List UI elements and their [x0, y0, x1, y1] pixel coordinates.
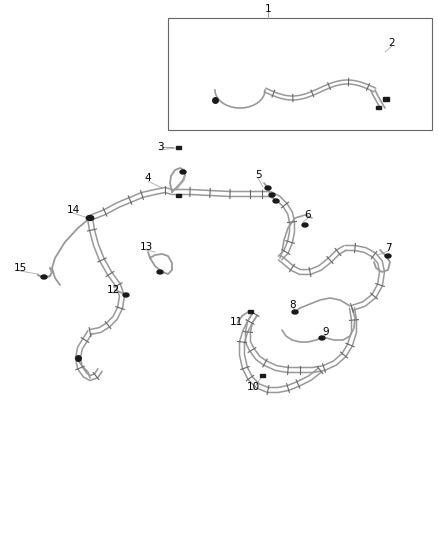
Text: 14: 14	[67, 205, 80, 215]
Ellipse shape	[273, 199, 279, 203]
Ellipse shape	[41, 275, 47, 279]
Ellipse shape	[302, 223, 308, 227]
Ellipse shape	[157, 270, 163, 274]
Ellipse shape	[385, 254, 391, 258]
Ellipse shape	[319, 336, 325, 340]
Text: 5: 5	[254, 170, 261, 180]
Text: 8: 8	[290, 300, 297, 310]
Ellipse shape	[292, 310, 298, 314]
Text: 9: 9	[323, 327, 329, 337]
Text: 10: 10	[247, 382, 260, 392]
Text: 11: 11	[230, 317, 243, 327]
Bar	[176, 193, 180, 197]
Ellipse shape	[86, 215, 94, 221]
Text: 13: 13	[139, 242, 152, 252]
Bar	[259, 374, 265, 377]
Bar	[176, 146, 180, 149]
Text: 7: 7	[385, 243, 391, 253]
Text: 15: 15	[14, 263, 27, 273]
Bar	[168, 18, 432, 130]
Text: 3: 3	[157, 142, 163, 152]
Text: 6: 6	[305, 210, 311, 220]
Ellipse shape	[265, 186, 271, 190]
Bar	[247, 310, 252, 313]
Text: 1: 1	[265, 4, 271, 14]
Ellipse shape	[269, 193, 275, 197]
Text: 4: 4	[145, 173, 151, 183]
Text: 2: 2	[389, 38, 396, 48]
Text: 12: 12	[106, 285, 120, 295]
Bar	[375, 106, 381, 109]
Ellipse shape	[180, 170, 186, 174]
Ellipse shape	[123, 293, 129, 297]
Bar	[383, 97, 389, 101]
